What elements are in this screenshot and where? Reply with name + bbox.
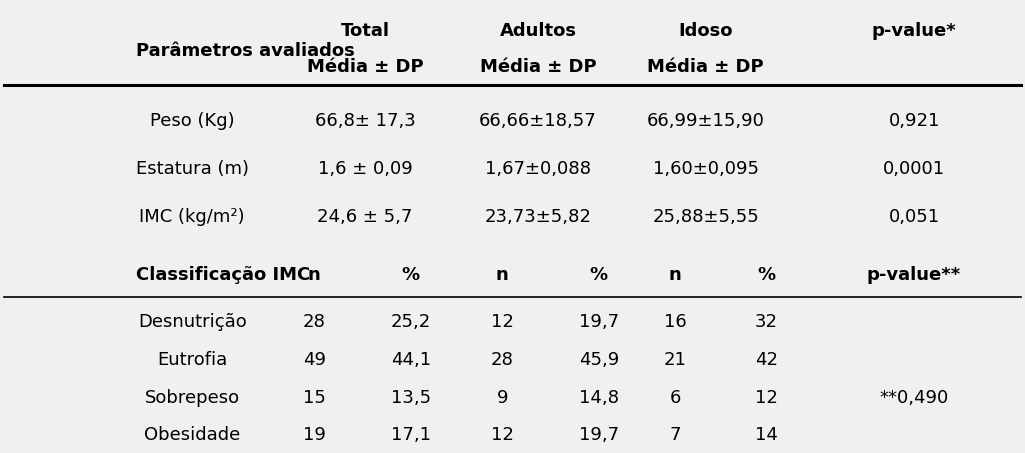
Text: Média ± DP: Média ± DP	[480, 58, 597, 76]
Text: n: n	[308, 266, 321, 284]
Text: 12: 12	[491, 426, 514, 444]
Text: IMC (kg/m²): IMC (kg/m²)	[139, 208, 245, 226]
Text: 25,88±5,55: 25,88±5,55	[652, 208, 760, 226]
Text: 49: 49	[302, 351, 326, 369]
Text: 1,67±0,088: 1,67±0,088	[485, 160, 591, 178]
Text: 45,9: 45,9	[579, 351, 619, 369]
Text: p-value*: p-value*	[871, 22, 956, 40]
Text: Adultos: Adultos	[499, 22, 576, 40]
Text: 0,051: 0,051	[889, 208, 940, 226]
Text: 14,8: 14,8	[579, 389, 619, 407]
Text: Peso (Kg): Peso (Kg)	[150, 112, 235, 130]
Text: Classificação IMC: Classificação IMC	[136, 266, 311, 284]
Text: n: n	[668, 266, 682, 284]
Text: 23,73±5,82: 23,73±5,82	[485, 208, 591, 226]
Text: 19,7: 19,7	[579, 426, 619, 444]
Text: 14: 14	[755, 426, 778, 444]
Text: 28: 28	[302, 313, 326, 331]
Text: 19: 19	[302, 426, 326, 444]
Text: 28: 28	[491, 351, 514, 369]
Text: 32: 32	[755, 313, 778, 331]
Text: Eutrofia: Eutrofia	[157, 351, 228, 369]
Text: 44,1: 44,1	[391, 351, 430, 369]
Text: 16: 16	[664, 313, 687, 331]
Text: 19,7: 19,7	[579, 313, 619, 331]
Text: 9: 9	[496, 389, 508, 407]
Text: Média ± DP: Média ± DP	[306, 58, 423, 76]
Text: 25,2: 25,2	[391, 313, 430, 331]
Text: 6: 6	[669, 389, 681, 407]
Text: 1,6 ± 0,09: 1,6 ± 0,09	[318, 160, 412, 178]
Text: 12: 12	[491, 313, 514, 331]
Text: Obesidade: Obesidade	[145, 426, 241, 444]
Text: Estatura (m): Estatura (m)	[135, 160, 249, 178]
Text: 66,8± 17,3: 66,8± 17,3	[315, 112, 415, 130]
Text: 0,921: 0,921	[889, 112, 940, 130]
Text: 1,60±0,095: 1,60±0,095	[653, 160, 758, 178]
Text: 66,66±18,57: 66,66±18,57	[479, 112, 597, 130]
Text: Parâmetros avaliados: Parâmetros avaliados	[136, 42, 355, 60]
Text: Média ± DP: Média ± DP	[648, 58, 764, 76]
Text: 66,99±15,90: 66,99±15,90	[647, 112, 765, 130]
Text: %: %	[589, 266, 608, 284]
Text: 42: 42	[755, 351, 778, 369]
Text: Sobrepeso: Sobrepeso	[145, 389, 240, 407]
Text: n: n	[496, 266, 508, 284]
Text: 21: 21	[664, 351, 687, 369]
Text: 0,0001: 0,0001	[883, 160, 945, 178]
Text: %: %	[402, 266, 420, 284]
Text: Total: Total	[340, 22, 390, 40]
Text: 13,5: 13,5	[391, 389, 430, 407]
Text: p-value**: p-value**	[867, 266, 961, 284]
Text: Idoso: Idoso	[679, 22, 733, 40]
Text: 15: 15	[302, 389, 326, 407]
Text: **0,490: **0,490	[879, 389, 949, 407]
Text: 24,6 ± 5,7: 24,6 ± 5,7	[318, 208, 413, 226]
Text: 17,1: 17,1	[391, 426, 430, 444]
Text: Desnutrição: Desnutrição	[138, 313, 247, 331]
Text: 12: 12	[755, 389, 778, 407]
Text: %: %	[757, 266, 776, 284]
Text: 7: 7	[669, 426, 681, 444]
